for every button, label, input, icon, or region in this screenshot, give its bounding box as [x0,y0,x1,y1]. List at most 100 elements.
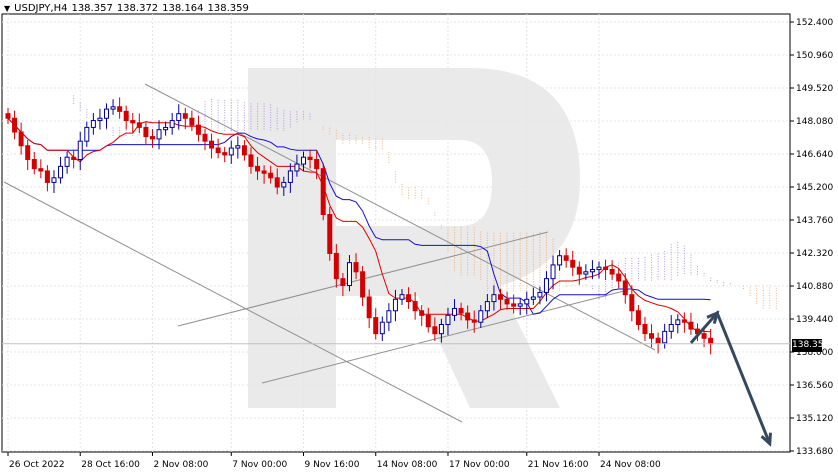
candle-body [635,310,641,325]
candle-body [675,319,681,325]
candle-body [38,168,44,172]
candle-body [708,337,714,345]
close-value: 138.359 [207,3,249,14]
candle-body [701,333,707,339]
candle-body [123,110,129,122]
y-tick-label: 148.080 [796,117,833,127]
candle-body [12,117,18,133]
candle-body [570,259,576,268]
candle-body [209,140,215,149]
candle-body [320,168,326,216]
candle-body [478,310,484,323]
candle-body [583,271,589,275]
candle-body [557,255,563,266]
candle-body [117,106,123,112]
candle-body [563,255,569,261]
candle-body [688,321,694,330]
candle-body [84,126,90,142]
x-tick-label: 7 Nov 00:00 [232,460,287,470]
candle-body [235,145,241,149]
candle-body [412,301,418,312]
candle-body [44,170,50,183]
candle-body [668,324,674,332]
candle-body [425,314,431,328]
candle-body [491,294,497,303]
candle-body [353,262,359,273]
candle-body [314,159,320,170]
channel-line [3,181,463,423]
candle-body [241,145,247,156]
candle-body [360,271,366,298]
candle-body [399,294,405,300]
candle-body [202,133,208,142]
candle-body [5,113,11,119]
candle-body [432,326,438,335]
candle-body [281,181,287,188]
candle-body [616,273,622,282]
candle-body [550,264,556,280]
candle-body [195,124,201,135]
candle-body [504,298,510,305]
candle-body [228,147,234,156]
y-tick-label: 146.640 [796,150,833,160]
candle-body [681,319,687,323]
candle-body [576,266,582,275]
candle-body [64,156,70,167]
candle-body [189,117,195,126]
symbol-dropdown-icon[interactable]: ▼ [4,4,11,13]
candle-body [268,172,274,179]
y-tick-label: 150.960 [796,51,833,61]
candle-body [484,301,490,312]
candle-body [609,269,615,275]
candle-body [452,307,458,316]
candle-body [169,120,175,128]
candle-body [649,333,655,339]
channel-line [144,83,656,351]
channel-line [261,289,629,384]
candle-body [287,170,293,183]
low-value: 138.164 [162,3,204,14]
y-tick-label: 152.400 [796,18,833,28]
candle-body [537,291,543,298]
candle-body [255,165,261,172]
candle-body [406,294,412,303]
candle-body [543,278,549,293]
high-value: 138.372 [116,3,159,14]
y-tick-label: 145.200 [796,183,833,193]
candle-body [294,163,300,172]
candle-body [130,120,136,124]
x-tick-label: 2 Nov 08:00 [153,460,208,470]
candle-body [71,156,77,160]
chart-header: ▼ USDJPY,H4 138.357 138.372 138.164 138.… [4,3,249,14]
candle-body [215,147,221,154]
candle-body [307,156,313,160]
candle-body [301,156,306,165]
candle-body [110,106,116,110]
y-tick-label: 142.320 [796,249,833,259]
y-tick-label: 133.680 [796,447,833,457]
tenkan-line [7,117,711,333]
candle-body [327,214,333,254]
candle-body [662,330,668,344]
candle-body [176,113,182,122]
candle-body [419,310,425,316]
candle-body [622,280,628,296]
candle-body [163,126,169,131]
candle-body [603,266,609,271]
y-tick-label: 143.760 [796,216,833,226]
candle-body [366,296,372,319]
x-tick-label: 28 Oct 16:00 [81,460,140,470]
symbol-label: USDJPY,H4 [14,3,68,14]
candle-body [596,266,602,271]
candle-body [445,314,451,326]
candle-body [524,298,530,305]
candle-body [261,170,267,174]
y-tick-label: 138.000 [796,348,833,358]
candle-body [149,136,155,140]
candle-body [373,317,379,335]
candle-body [51,177,57,183]
candle-body [589,269,595,273]
y-tick-label: 139.440 [796,315,833,325]
